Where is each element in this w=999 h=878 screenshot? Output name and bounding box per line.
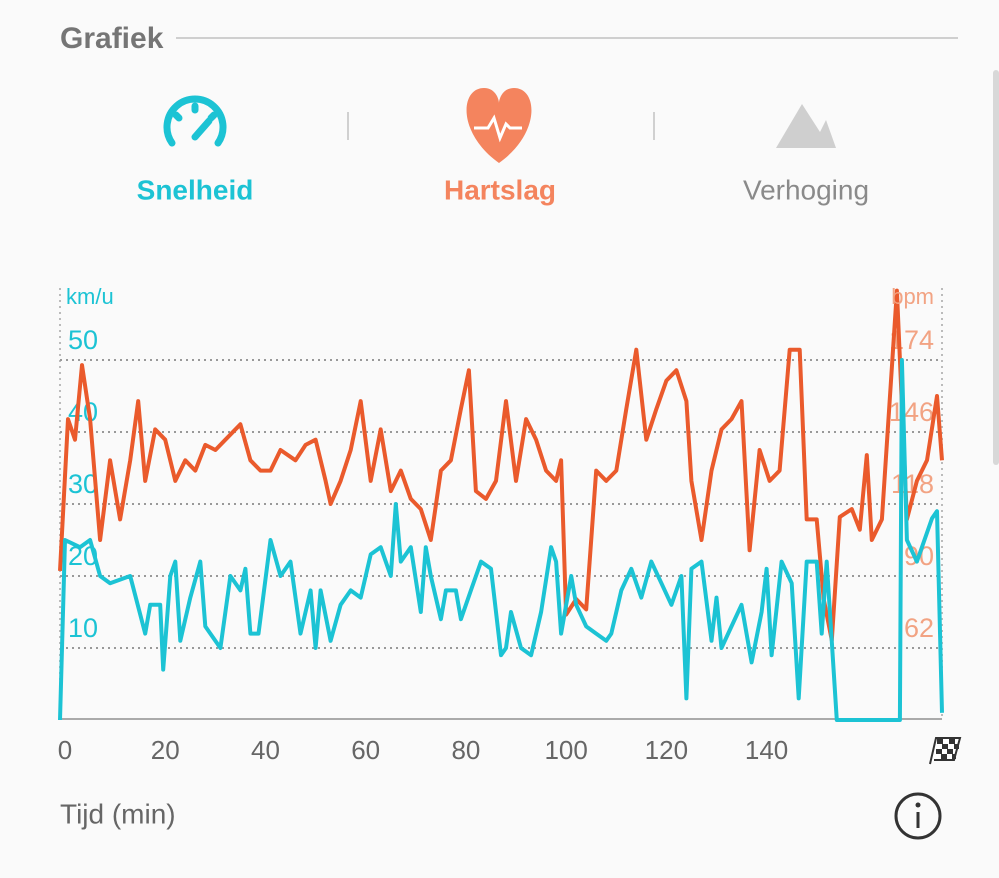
x-tick-label: 60 bbox=[351, 735, 380, 765]
y-tick-label: 50 bbox=[68, 325, 98, 355]
x-tick-label: 140 bbox=[745, 735, 788, 765]
speed-icon bbox=[163, 95, 227, 147]
line-hr bbox=[58, 288, 944, 643]
scrollbar bbox=[993, 70, 999, 465]
x-tick-label: 40 bbox=[251, 735, 280, 765]
tab[interactable]: Hartslag bbox=[444, 174, 556, 205]
y2-axis-label: bpm bbox=[891, 284, 934, 309]
x-tick-label: 80 bbox=[451, 735, 480, 765]
heart-icon bbox=[466, 88, 532, 163]
tab[interactable]: Verhoging bbox=[743, 174, 869, 205]
x-tick-label: 100 bbox=[544, 735, 587, 765]
tab[interactable]: Snelheid bbox=[137, 174, 254, 205]
section-title: Grafiek bbox=[60, 22, 164, 55]
line-speed bbox=[58, 358, 944, 722]
y2-tick-label: 62 bbox=[904, 613, 934, 643]
x-axis-label: Tijd (min) bbox=[60, 798, 176, 829]
finish-flag bbox=[929, 737, 962, 765]
x-tick-label: 20 bbox=[151, 735, 180, 765]
y-axis-label: km/u bbox=[66, 284, 114, 309]
y2-tick-label: 146 bbox=[889, 397, 934, 427]
y-tick-label: 10 bbox=[68, 613, 98, 643]
x-tick-label: 120 bbox=[645, 735, 688, 765]
x-tick-label: 0 bbox=[58, 735, 72, 765]
elevation-icon bbox=[776, 104, 836, 148]
info-button[interactable] bbox=[894, 792, 942, 840]
y-tick-label: 40 bbox=[68, 397, 98, 427]
y2-tick-label: 174 bbox=[889, 325, 934, 355]
